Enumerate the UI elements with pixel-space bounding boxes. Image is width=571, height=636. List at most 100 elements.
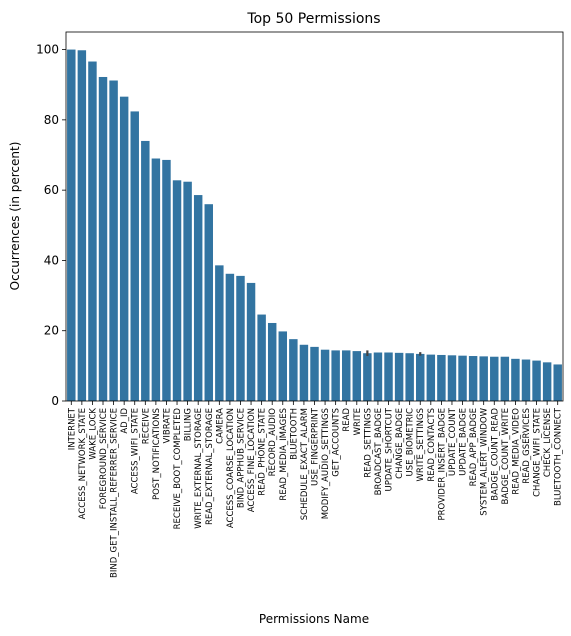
x-tick-label: GET_ACCOUNTS <box>332 408 342 477</box>
x-tick-label: RECEIVE_BOOT_COMPLETED <box>173 408 183 530</box>
x-tick-label: WRITE_EXTERNAL_STORAGE <box>194 408 204 529</box>
x-tick-label: MODIFY_AUDIO_SETTINGS <box>321 408 331 519</box>
x-tick-label: BADGE_COUNT_READ <box>490 408 500 501</box>
y-tick-label: 80 <box>44 113 59 127</box>
bar-access-wifi-state <box>130 111 139 402</box>
x-tick-label: USE_FINGERPRINT <box>311 407 321 486</box>
x-tick-label: ACCESS_COARSE_LOCATION <box>226 408 236 528</box>
error-bars <box>366 350 422 357</box>
y-tick-label: 0 <box>51 394 59 408</box>
bar-bind-get-install-referrer-service <box>109 80 118 401</box>
x-tick-label: CAMERA <box>215 408 225 444</box>
x-tick-label: BLUETOOTH <box>289 408 299 460</box>
x-tick-label: RECORD_AUDIO <box>268 408 278 477</box>
x-tick-label: UPDATE_SHORTCUT <box>385 407 395 491</box>
bar-vibrate <box>162 159 171 401</box>
bar-update-badge <box>458 355 467 401</box>
plot-frame <box>65 31 564 402</box>
x-tick-label: READ_MEDIA_IMAGES <box>279 408 289 501</box>
bar-read-app-badge <box>468 356 478 401</box>
x-tick-label: INTERNET <box>67 407 77 450</box>
x-tick-label: UPDATE_BADGE <box>459 408 469 476</box>
x-tick-label: UPDATE_COUNT <box>448 407 458 476</box>
bar-write-external-storage <box>193 195 203 401</box>
bar-system-alert-window <box>479 356 488 401</box>
bar-update-shortcut <box>384 352 393 401</box>
bar-record-audio <box>267 322 277 401</box>
bar-foreground-service <box>98 76 108 401</box>
x-tick-label: BROADCAST_BADGE <box>374 408 384 495</box>
bar-badge-count-write <box>500 356 510 401</box>
bar-read-media-images <box>278 331 288 401</box>
bar-access-network-state <box>77 50 87 402</box>
x-axis-label: Permissions Name <box>259 612 369 626</box>
x-tick-label: CHANGE_BADGE <box>395 408 405 479</box>
x-tick-label: CHANGE_WIFI_STATE <box>533 408 543 497</box>
bar-read-phone-state <box>257 314 266 401</box>
bar-wake-lock <box>88 61 97 402</box>
bar-bind-apphub-service <box>236 275 245 401</box>
x-tick-label: FOREGROUND_SERVICE <box>99 408 109 509</box>
x-tick-label: BILLING <box>184 408 194 441</box>
bar-read-settings <box>363 353 372 401</box>
bar-read <box>341 350 351 401</box>
bar-update-count <box>447 355 457 401</box>
x-tick-label: READ_GSERVICES <box>522 408 532 484</box>
bar-provider-insert-badge <box>437 354 446 401</box>
x-tick-label: READ_APP_BADGE <box>469 408 479 486</box>
y-tick-label: 60 <box>44 183 59 197</box>
y-axis: 0 20 40 60 80 100 <box>36 43 66 408</box>
bar-access-coarse-location <box>225 273 235 401</box>
x-tick-label: SYSTEM_ALERT_WINDOW <box>480 407 490 515</box>
bar-write-settings <box>416 353 425 401</box>
bar-ad-id <box>119 96 129 401</box>
x-tick-label: READ_MEDIA_VIDEO <box>511 408 521 495</box>
y-tick-label: 100 <box>36 43 59 57</box>
bar-bluetooth-connect <box>553 364 562 401</box>
bar-write <box>352 351 362 401</box>
x-tick-label: AD_ID <box>120 408 130 434</box>
x-tick-label: BIND_GET_INSTALL_REFERRER_SERVICE <box>110 408 120 578</box>
x-tick-label: BADGE_COUNT_WRITE <box>501 408 511 504</box>
x-tick-label: WRITE_SETTINGS <box>416 408 426 481</box>
x-tick-label: READ_PHONE_STATE <box>258 408 268 496</box>
x-tick-label: VIBRATE <box>162 408 172 443</box>
x-tick-label: BIND_APPHUB_SERVICE <box>236 408 246 508</box>
bar-post-notifications <box>151 158 161 401</box>
bar-camera <box>215 265 224 401</box>
bar-modify-audio-settings <box>320 349 330 401</box>
x-tick-label: ACCESS_NETWORK_STATE <box>78 408 88 519</box>
x-tick-label: PROVIDER_INSERT_BADGE <box>437 408 447 520</box>
x-tick-label: BLUETOOTH_CONNECT <box>554 407 564 506</box>
bar-use-fingerprint <box>310 346 319 401</box>
bar-change-badge <box>394 352 404 401</box>
x-tick-label: SCHEDULE_EXACT_ALARM <box>300 408 310 520</box>
x-tick-label: ACCESS_WIFI_STATE <box>131 408 141 494</box>
x-tick-label: READ <box>342 408 352 432</box>
bar-schedule-exact-alarm <box>299 344 309 401</box>
bar-receive-boot-completed <box>172 180 182 401</box>
x-tick-label: WRITE <box>353 408 363 435</box>
x-tick-label: USE_BIOMETRIC <box>406 408 416 477</box>
bar-use-biometric <box>405 353 414 401</box>
bar-receive <box>141 140 150 401</box>
y-tick-label: 40 <box>44 253 59 267</box>
bars <box>67 49 562 402</box>
bar-read-gservices <box>521 359 531 401</box>
bar-access-fine-location <box>246 282 256 401</box>
x-axis: INTERNET ACCESS_NETWORK_STATE WAKE_LOCK FOR… <box>67 401 564 578</box>
x-tick-label: READ_SETTINGS <box>363 408 373 478</box>
bar-check-license <box>542 362 552 401</box>
bar-badge-count-read <box>490 356 499 401</box>
bar-bluetooth <box>289 339 298 401</box>
x-tick-label: WAKE_LOCK <box>88 408 98 460</box>
bar-get-accounts <box>331 350 340 401</box>
bar-broadcast-badge <box>373 352 383 401</box>
bar-read-external-storage <box>204 204 213 401</box>
x-tick-label: READ_EXTERNAL_STORAGE <box>205 408 215 525</box>
y-tick-label: 20 <box>44 324 59 338</box>
bar-internet <box>67 49 76 401</box>
x-tick-label: CHECK_LICENSE <box>543 408 553 477</box>
x-tick-label: READ_CONTACTS <box>427 408 437 482</box>
